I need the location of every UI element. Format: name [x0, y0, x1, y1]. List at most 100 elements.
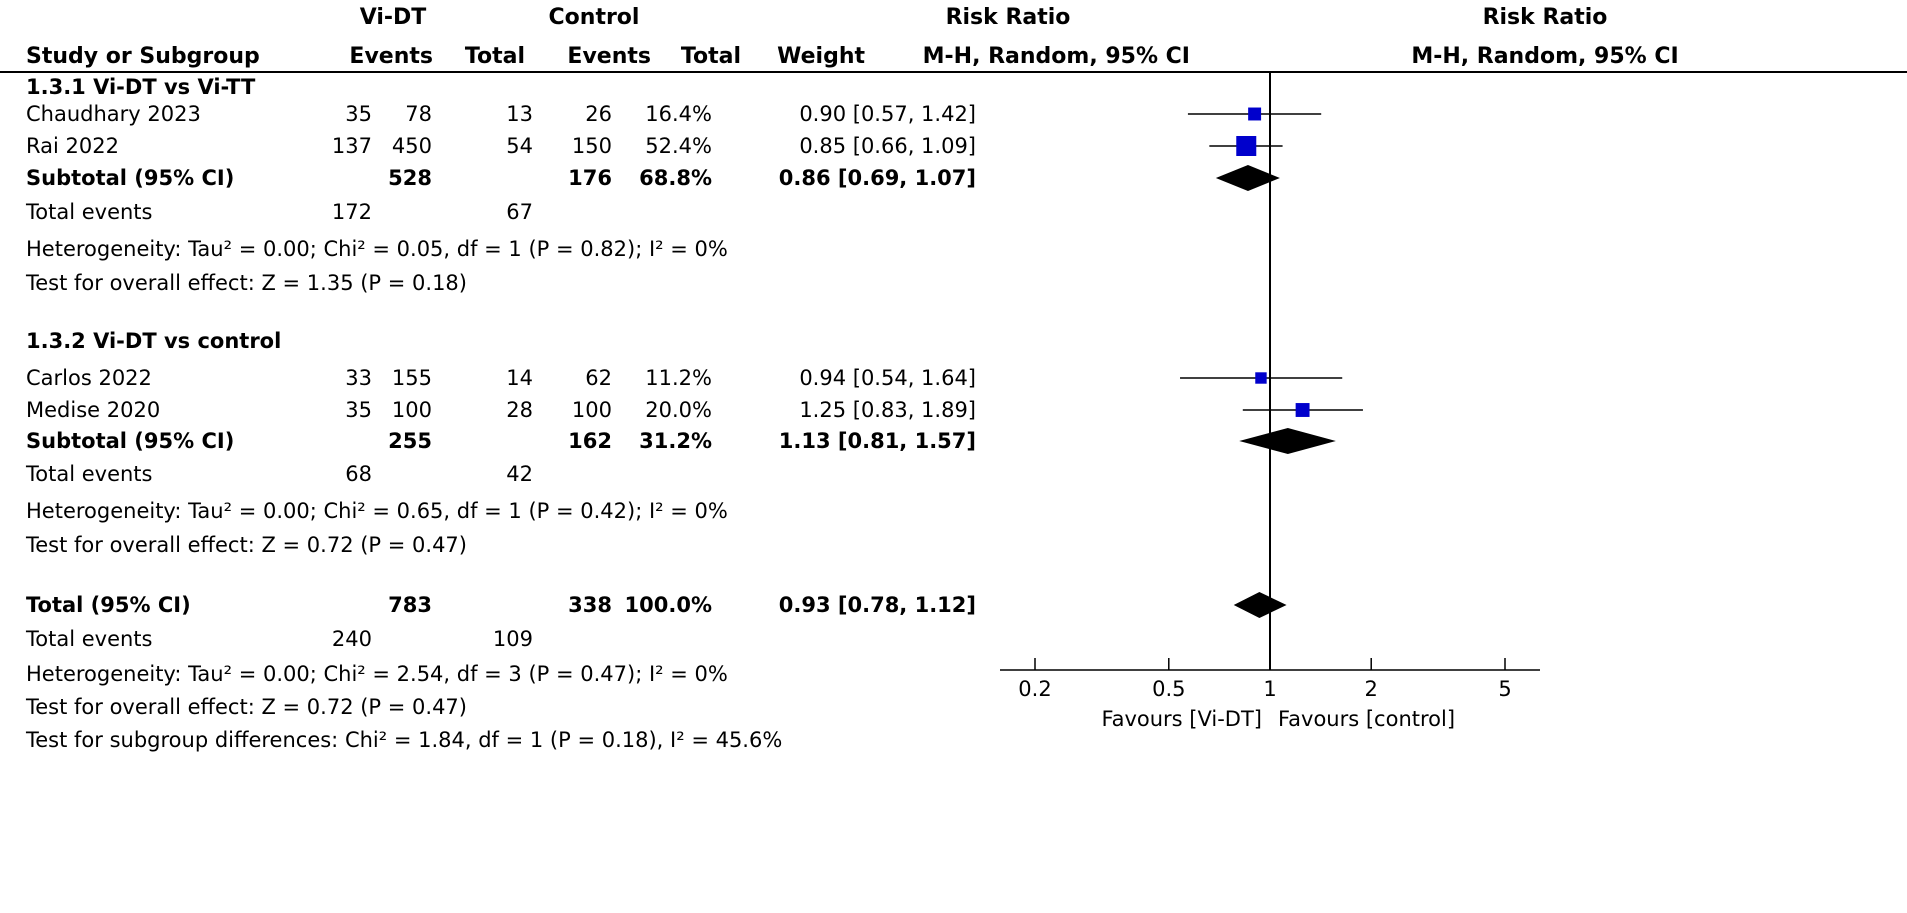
- subtotal-row-diamond: [1215, 165, 1280, 191]
- col-study-header: Study or Subgroup: [26, 44, 260, 69]
- study-name: Carlos 2022: [26, 366, 152, 390]
- total-control: 150: [572, 134, 612, 158]
- total-events-control: 42: [506, 462, 533, 486]
- subtotal-row-total-vidt: 255: [388, 429, 432, 453]
- study-marker: [1236, 136, 1257, 156]
- study-ci: 1.25 [0.83, 1.89]: [799, 398, 976, 422]
- plot-method-header: M-H, Random, 95% CI: [1411, 44, 1678, 69]
- study-row: Carlos 2022 33 155 14 62 11.2% 0.94 [0.54, 1.6…: [26, 366, 976, 390]
- effect-plot-title: Risk Ratio: [1483, 5, 1608, 30]
- subtotal-row-ci: 1.13 [0.81, 1.57]: [779, 429, 976, 453]
- total-vidt: 100: [392, 398, 432, 422]
- events-vidt: 33: [345, 366, 372, 390]
- total-events-label: Total events: [25, 462, 152, 486]
- events-vidt: 35: [345, 398, 372, 422]
- subtotal-row: Subtotal (95% CI) 255 162 31.2% 1.13 [0.81, …: [26, 429, 976, 453]
- subtotal-row-label: Subtotal (95% CI): [26, 166, 234, 190]
- effect-text-title: Risk Ratio: [946, 5, 1071, 30]
- col-weight-header: Weight: [777, 44, 865, 69]
- total-row-total-control: 338: [568, 593, 612, 617]
- subgroup-heterogeneity: Heterogeneity: Tau² = 0.00; Chi² = 0.05,…: [26, 237, 728, 261]
- study-ci: 0.94 [0.54, 1.64]: [799, 366, 976, 390]
- subgroup-title: 1.3.1 Vi-DT vs Vi-TT: [26, 75, 256, 99]
- total-events-vidt: 240: [332, 627, 372, 651]
- events-control: 54: [506, 134, 533, 158]
- study-weight: 11.2%: [645, 366, 712, 390]
- total-vidt: 450: [392, 134, 432, 158]
- col-events1-header: Events: [349, 44, 433, 69]
- col-events2-header: Events: [567, 44, 651, 69]
- subtotal-row-total-vidt: 528: [388, 166, 432, 190]
- events-control: 28: [506, 398, 533, 422]
- total-row-diamond: [1233, 592, 1287, 618]
- study-name: Chaudhary 2023: [26, 102, 201, 126]
- study-weight: 20.0%: [645, 398, 712, 422]
- study-name: Rai 2022: [26, 134, 119, 158]
- total-control: 62: [585, 366, 612, 390]
- study-marker: [1255, 372, 1267, 384]
- subtotal-row-weight: 31.2%: [639, 429, 712, 453]
- plot-axis: 0.2 0.5 1 2 5 Favours [Vi-DT] Favours [control…: [1000, 73, 1540, 731]
- plot-marks: [1180, 107, 1363, 618]
- total-row-total-vidt: 783: [388, 593, 432, 617]
- study-marker: [1248, 107, 1262, 121]
- subgroup-title: 1.3.2 Vi-DT vs control: [26, 329, 281, 353]
- subtotal-row-label: Subtotal (95% CI): [26, 429, 234, 453]
- total-events-vidt: 172: [332, 200, 372, 224]
- x-tick-label: 0.2: [1018, 677, 1051, 701]
- table-body: 1.3.1 Vi-DT vs Vi-TT Chaudhary 2023 35 78 13…: [25, 75, 976, 752]
- study-ci: 0.85 [0.66, 1.09]: [799, 134, 976, 158]
- study-row: Rai 2022 137 450 54 150 52.4% 0.85 [0.66, 1.09…: [26, 134, 976, 158]
- total-events-label: Total events: [25, 200, 152, 224]
- subgroup-overall-effect: Test for overall effect: Z = 0.72 (P = 0…: [25, 533, 467, 557]
- subgroup-total-events: Total events 68 42: [25, 462, 533, 486]
- subgroup-total-events: Total events 172 67: [25, 200, 533, 224]
- favours-left-label: Favours [Vi-DT]: [1101, 707, 1262, 731]
- total-row-weight: 100.0%: [625, 593, 712, 617]
- total-row-label: Total (95% CI): [26, 593, 191, 617]
- overall-effect-test: Test for overall effect: Z = 0.72 (P = 0…: [25, 695, 467, 719]
- x-tick-label: 0.5: [1152, 677, 1185, 701]
- group1-header: Vi-DT: [360, 5, 427, 30]
- table-header: Vi-DT Control Risk Ratio Risk Ratio Stud…: [0, 5, 1907, 73]
- total-events-vidt: 68: [345, 462, 372, 486]
- subtotal-row-diamond: [1239, 428, 1336, 454]
- total-events-control: 67: [506, 200, 533, 224]
- total-events-control: 109: [493, 627, 533, 651]
- subtotal-row-weight: 68.8%: [639, 166, 712, 190]
- events-vidt: 137: [332, 134, 372, 158]
- total-vidt: 155: [392, 366, 432, 390]
- subtotal-row-total-control: 176: [568, 166, 612, 190]
- study-name: Medise 2020: [26, 398, 160, 422]
- x-tick-label: 5: [1498, 677, 1511, 701]
- study-row: Chaudhary 2023 35 78 13 26 16.4% 0.90 [0.57, 1…: [26, 102, 976, 126]
- total-row-ci: 0.93 [0.78, 1.12]: [779, 593, 976, 617]
- col-total2-header: Total: [681, 44, 741, 69]
- study-weight: 16.4%: [645, 102, 712, 126]
- total-row: Total (95% CI) 783 338 100.0% 0.93 [0.78, 1.…: [26, 593, 976, 617]
- events-vidt: 35: [345, 102, 372, 126]
- subtotal-row-ci: 0.86 [0.69, 1.07]: [779, 166, 976, 190]
- col-total1-header: Total: [465, 44, 525, 69]
- events-control: 14: [506, 366, 533, 390]
- group2-header: Control: [549, 5, 640, 30]
- subtotal-row-total-control: 162: [568, 429, 612, 453]
- total-control: 26: [585, 102, 612, 126]
- favours-right-label: Favours [control]: [1278, 707, 1455, 731]
- subgroup-heterogeneity: Heterogeneity: Tau² = 0.00; Chi² = 0.65,…: [26, 499, 728, 523]
- study-row: Medise 2020 35 100 28 100 20.0% 1.25 [0.83, 1.…: [26, 398, 976, 422]
- study-marker: [1295, 403, 1310, 417]
- subgroup-differences-test: Test for subgroup differences: Chi² = 1.…: [25, 728, 782, 752]
- total-vidt: 78: [405, 102, 432, 126]
- study-weight: 52.4%: [645, 134, 712, 158]
- subgroup-overall-effect: Test for overall effect: Z = 1.35 (P = 0…: [25, 271, 467, 295]
- x-tick-label: 1: [1263, 677, 1276, 701]
- overall-heterogeneity: Heterogeneity: Tau² = 0.00; Chi² = 2.54,…: [26, 662, 728, 686]
- overall-total-events: Total events 240 109: [25, 627, 533, 651]
- total-events-label: Total events: [25, 627, 152, 651]
- col-ci-header: M-H, Random, 95% CI: [923, 44, 1190, 69]
- total-control: 100: [572, 398, 612, 422]
- events-control: 13: [506, 102, 533, 126]
- study-ci: 0.90 [0.57, 1.42]: [799, 102, 976, 126]
